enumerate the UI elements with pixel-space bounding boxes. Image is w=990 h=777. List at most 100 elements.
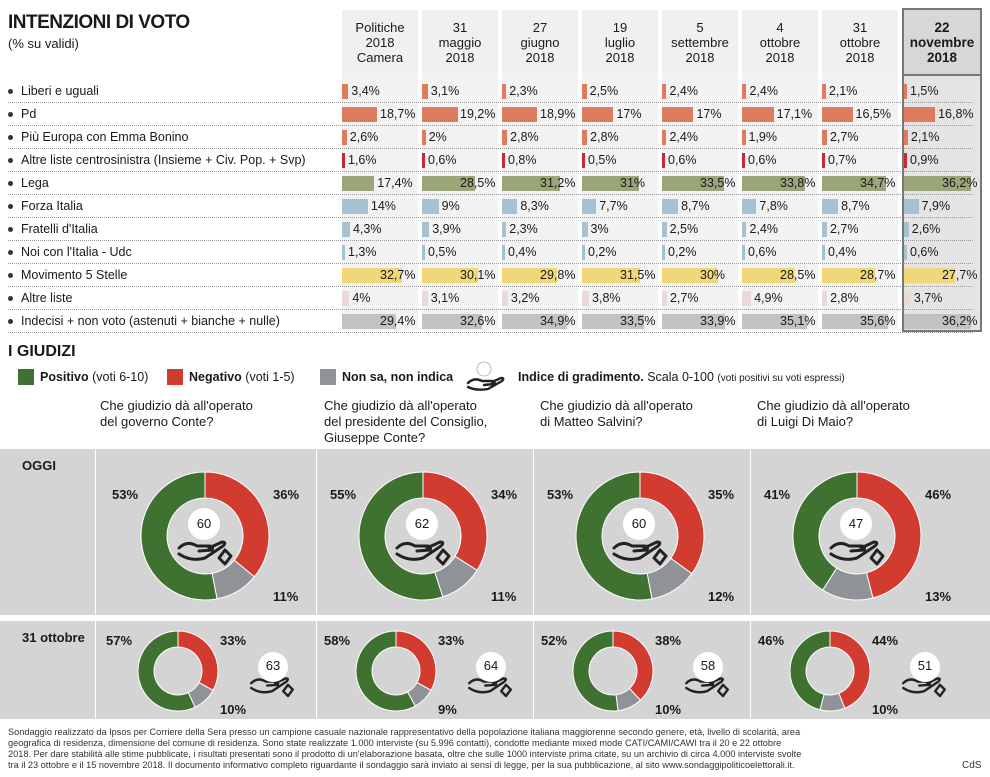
slice-positive bbox=[355, 630, 416, 712]
bar bbox=[662, 222, 667, 237]
bar bbox=[742, 245, 745, 260]
party-label: Indecisi + non voto (astenuti + bianche … bbox=[8, 310, 280, 332]
data-label: 2,8% bbox=[510, 130, 539, 144]
label-na: 10% bbox=[655, 702, 682, 717]
data-label: 0,4% bbox=[508, 245, 537, 259]
inner-circle bbox=[155, 648, 201, 694]
bar bbox=[822, 107, 853, 122]
slice-positive bbox=[792, 471, 858, 591]
legend-hand-icon bbox=[466, 361, 505, 391]
data-label: 3,7% bbox=[913, 291, 943, 305]
bar bbox=[904, 107, 936, 122]
legend-negative-swatch bbox=[167, 369, 183, 385]
data-label: 31,5% bbox=[620, 268, 656, 282]
row-divider bbox=[8, 171, 973, 172]
data-label: 30,1% bbox=[460, 268, 496, 282]
data-label: 2,8% bbox=[830, 291, 859, 305]
column-header: 22 novembre 2018 bbox=[902, 8, 982, 76]
bar bbox=[342, 222, 350, 237]
footnote: Sondaggio realizzato da Ipsos per Corrie… bbox=[8, 727, 802, 770]
data-label: 35,1% bbox=[780, 314, 816, 328]
bar bbox=[662, 107, 694, 122]
bar bbox=[422, 291, 428, 306]
row-divider bbox=[8, 240, 973, 241]
data-label: 30% bbox=[700, 268, 726, 282]
data-label: 33,5% bbox=[700, 176, 736, 190]
bar bbox=[582, 176, 640, 191]
bar bbox=[342, 245, 345, 260]
data-label: 34,7% bbox=[860, 176, 896, 190]
data-label: 7,7% bbox=[599, 199, 628, 213]
column-header: 27 giugno 2018 bbox=[502, 10, 578, 74]
data-label: 0,9% bbox=[910, 153, 939, 167]
row-divider bbox=[8, 125, 973, 126]
bar bbox=[582, 107, 614, 122]
label-negative: 33% bbox=[438, 633, 465, 648]
column-separator bbox=[95, 449, 96, 719]
bar bbox=[502, 176, 560, 191]
label-positive: 57% bbox=[106, 633, 133, 648]
data-label: 0,4% bbox=[828, 245, 857, 259]
party-label: Forza Italia bbox=[8, 195, 83, 217]
party-label: Fratelli d'Italia bbox=[8, 218, 98, 240]
bar bbox=[742, 107, 774, 122]
data-label: 0,7% bbox=[828, 153, 857, 167]
slice-negative bbox=[856, 471, 922, 599]
bar bbox=[822, 268, 876, 283]
data-label: 28,5% bbox=[460, 176, 496, 190]
bar bbox=[822, 84, 826, 99]
label-na: 12% bbox=[708, 589, 735, 604]
data-label: 17% bbox=[616, 107, 642, 121]
bar bbox=[662, 268, 718, 283]
data-label: 4,3% bbox=[352, 222, 382, 236]
column-header: 31 ottobre 2018 bbox=[822, 10, 898, 74]
column-header: 4 ottobre 2018 bbox=[742, 10, 818, 74]
bar bbox=[742, 199, 757, 214]
label-na: 9% bbox=[438, 702, 457, 717]
data-label: 9% bbox=[441, 199, 460, 213]
bar bbox=[822, 176, 887, 191]
row-divider bbox=[8, 332, 973, 333]
column-separator bbox=[316, 449, 317, 719]
data-label: 17,4% bbox=[377, 176, 413, 190]
data-label: 29,4% bbox=[380, 314, 416, 328]
data-label: 16,8% bbox=[938, 107, 974, 121]
label-negative: 33% bbox=[220, 633, 247, 648]
data-label: 8,7% bbox=[681, 199, 710, 213]
bar bbox=[502, 245, 505, 260]
data-label: 35,6% bbox=[860, 314, 896, 328]
giudizi-title: I GIUDIZI bbox=[8, 343, 76, 360]
bar bbox=[742, 153, 745, 168]
data-label: 2,8% bbox=[590, 130, 619, 144]
bar bbox=[502, 84, 507, 99]
label-negative: 36% bbox=[273, 487, 300, 502]
data-label: 2,7% bbox=[829, 222, 859, 236]
bar bbox=[742, 291, 752, 306]
data-label: 2,3% bbox=[509, 222, 538, 236]
bar bbox=[662, 153, 665, 168]
bar bbox=[662, 176, 724, 191]
legend-positive: Positivo (voti 6-10) bbox=[40, 370, 149, 384]
data-label: 36,2% bbox=[942, 176, 978, 190]
label-na: 13% bbox=[925, 589, 952, 604]
index-value: 62 bbox=[414, 516, 430, 531]
bar bbox=[422, 199, 439, 214]
legend-na: Non sa, non indica bbox=[342, 370, 454, 384]
bar bbox=[822, 153, 825, 168]
bar bbox=[582, 245, 585, 260]
legend-negative: Negativo (voti 1-5) bbox=[189, 370, 295, 384]
row-divider bbox=[8, 263, 973, 264]
label-na: 11% bbox=[491, 589, 517, 604]
column-separator bbox=[750, 449, 751, 719]
hand-icon bbox=[177, 540, 233, 566]
index-ring bbox=[693, 652, 723, 682]
data-label: 3% bbox=[590, 222, 609, 236]
data-label: 2,1% bbox=[828, 84, 858, 98]
bar bbox=[422, 176, 475, 191]
data-label: 2,4% bbox=[669, 130, 698, 144]
bar bbox=[422, 268, 478, 283]
inner-circle bbox=[807, 648, 853, 694]
